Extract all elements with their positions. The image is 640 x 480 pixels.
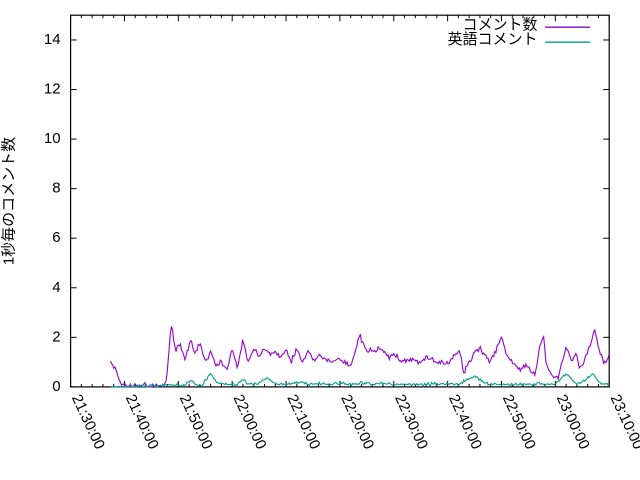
svg-text:6: 6 [52, 229, 60, 246]
svg-text:21:30:00: 21:30:00 [68, 392, 108, 452]
svg-text:21:40:00: 21:40:00 [122, 392, 162, 452]
svg-text:0: 0 [52, 378, 60, 395]
svg-text:22:30:00: 22:30:00 [391, 392, 431, 452]
svg-text:23:10:00: 23:10:00 [607, 392, 640, 452]
svg-text:22:00:00: 22:00:00 [230, 392, 270, 452]
svg-text:8: 8 [52, 180, 60, 197]
svg-text:14: 14 [44, 31, 61, 48]
svg-text:英語コメント: 英語コメント [447, 30, 537, 48]
svg-text:1秒毎のコメント数: 1秒毎のコメント数 [1, 137, 18, 265]
svg-text:2: 2 [52, 328, 60, 345]
svg-text:22:10:00: 22:10:00 [283, 392, 323, 452]
svg-text:21:50:00: 21:50:00 [176, 392, 216, 452]
svg-text:23:00:00: 23:00:00 [553, 392, 593, 452]
svg-text:22:40:00: 22:40:00 [445, 392, 485, 452]
svg-text:12: 12 [44, 81, 61, 98]
svg-text:10: 10 [44, 130, 61, 147]
svg-text:22:50:00: 22:50:00 [499, 392, 539, 452]
svg-text:22:20:00: 22:20:00 [337, 392, 377, 452]
svg-text:4: 4 [52, 279, 60, 296]
